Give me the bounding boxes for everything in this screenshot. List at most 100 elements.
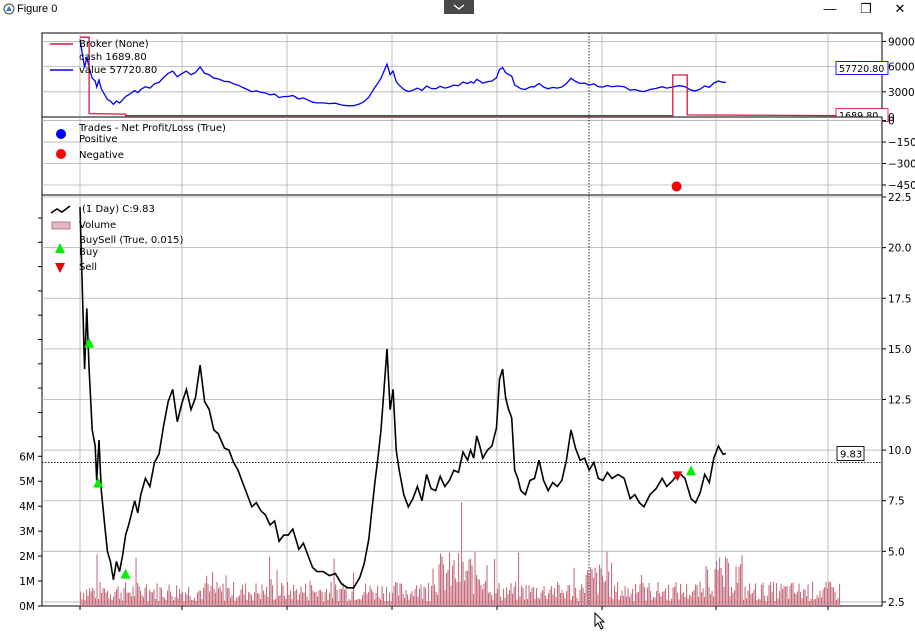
volume-bar xyxy=(530,592,532,606)
volume-bar xyxy=(723,586,725,606)
volume-bar xyxy=(221,591,223,606)
volume-bar xyxy=(582,587,584,606)
volume-bar xyxy=(578,601,580,606)
volume-bar xyxy=(309,580,311,606)
volume-bar xyxy=(779,591,781,606)
volume-bar xyxy=(768,585,770,606)
volume-bar xyxy=(747,590,749,606)
volume-bar xyxy=(585,575,587,606)
volume-bar xyxy=(569,585,571,606)
volume-bar xyxy=(149,589,151,606)
volume-bar xyxy=(576,597,578,606)
trades-ytick-label: 0 xyxy=(888,116,895,128)
volume-bar xyxy=(164,598,166,606)
volume-bar xyxy=(162,596,164,606)
volume-bar xyxy=(458,553,460,606)
volume-bar xyxy=(420,584,422,606)
volume-bar xyxy=(684,596,686,606)
volume-bar xyxy=(617,582,619,606)
volume-bar xyxy=(729,595,731,606)
price-legend-label: (1 Day) C:9.83 xyxy=(82,204,155,215)
volume-bar xyxy=(216,581,218,606)
volume-bar xyxy=(438,564,440,606)
volume-bar xyxy=(794,593,796,606)
volume-bar xyxy=(239,595,241,606)
volume-bar xyxy=(641,574,643,606)
volume-bar xyxy=(326,589,328,606)
volume-bar xyxy=(588,573,590,606)
volume-bar xyxy=(678,599,680,606)
volume-bar xyxy=(224,600,226,606)
volume-bar xyxy=(140,590,142,606)
volume-bar xyxy=(683,592,685,606)
volume-bar xyxy=(245,583,247,606)
volume-bar xyxy=(278,595,280,606)
volume-bar xyxy=(561,589,563,606)
volume-bar xyxy=(86,589,88,606)
volume-bar xyxy=(206,575,208,606)
broker-ytick-label: 90000 xyxy=(888,36,915,48)
volume-bar xyxy=(672,587,674,606)
volume-bar xyxy=(180,593,182,606)
volume-bar xyxy=(680,583,682,606)
volume-bar xyxy=(260,598,262,606)
volume-bar xyxy=(752,593,754,606)
volume-bar xyxy=(153,589,155,606)
volume-bar xyxy=(312,590,314,606)
volume-bar xyxy=(521,585,523,606)
volume-bar xyxy=(519,596,521,606)
maximize-icon: ❐ xyxy=(860,1,872,16)
volume-bar xyxy=(317,596,319,606)
volume-bar xyxy=(692,591,694,606)
volume-bar xyxy=(710,594,712,606)
volume-bar xyxy=(603,582,605,606)
volume-bar xyxy=(488,592,490,606)
volume-bar xyxy=(606,551,608,606)
volume-bar xyxy=(686,583,688,606)
volume-bar xyxy=(494,558,496,606)
price-legend-label: Volume xyxy=(79,220,116,231)
volume-bar xyxy=(738,566,740,606)
broker-cash-line xyxy=(80,36,841,117)
volume-bar xyxy=(305,583,307,606)
volume-bar xyxy=(467,570,469,606)
volume-bar xyxy=(464,580,466,606)
volume-bar xyxy=(144,587,146,606)
volume-bar xyxy=(465,570,467,606)
volume-bar xyxy=(756,600,758,606)
trades-ytick-label: −450 xyxy=(888,180,915,192)
volume-bar xyxy=(552,594,554,606)
volume-bar xyxy=(722,575,724,606)
volume-bar xyxy=(486,565,488,606)
volume-bar xyxy=(261,584,263,606)
mouse-cursor-icon xyxy=(594,612,606,630)
volume-bar xyxy=(200,590,202,606)
volume-bar xyxy=(327,599,329,606)
minimize-button[interactable]: — xyxy=(820,1,840,17)
volume-ytick-label: 5M xyxy=(19,476,35,488)
volume-bar xyxy=(276,570,278,606)
maximize-button[interactable]: ❐ xyxy=(856,1,876,17)
volume-bar xyxy=(536,588,538,606)
volume-bar xyxy=(225,575,227,606)
volume-bar xyxy=(479,579,481,606)
volume-bar xyxy=(212,571,214,606)
broker-ytick-label: 30000 xyxy=(888,87,915,99)
volume-bar xyxy=(344,589,346,606)
volume-bar xyxy=(122,600,124,606)
volume-bar xyxy=(471,565,473,606)
menu-button[interactable] xyxy=(444,0,474,14)
volume-bar xyxy=(359,599,361,606)
volume-bar xyxy=(632,589,634,606)
volume-bar xyxy=(531,587,533,606)
volume-bar xyxy=(125,582,127,606)
volume-bar xyxy=(731,587,733,606)
volume-bar xyxy=(525,585,527,606)
close-button[interactable]: ✕ xyxy=(890,1,910,17)
price-ytick-label: 22.5 xyxy=(888,192,911,204)
volume-bar xyxy=(311,585,313,606)
volume-bar xyxy=(728,562,730,606)
volume-bar xyxy=(155,599,157,606)
volume-bar xyxy=(753,589,755,606)
volume-bar xyxy=(371,589,373,606)
